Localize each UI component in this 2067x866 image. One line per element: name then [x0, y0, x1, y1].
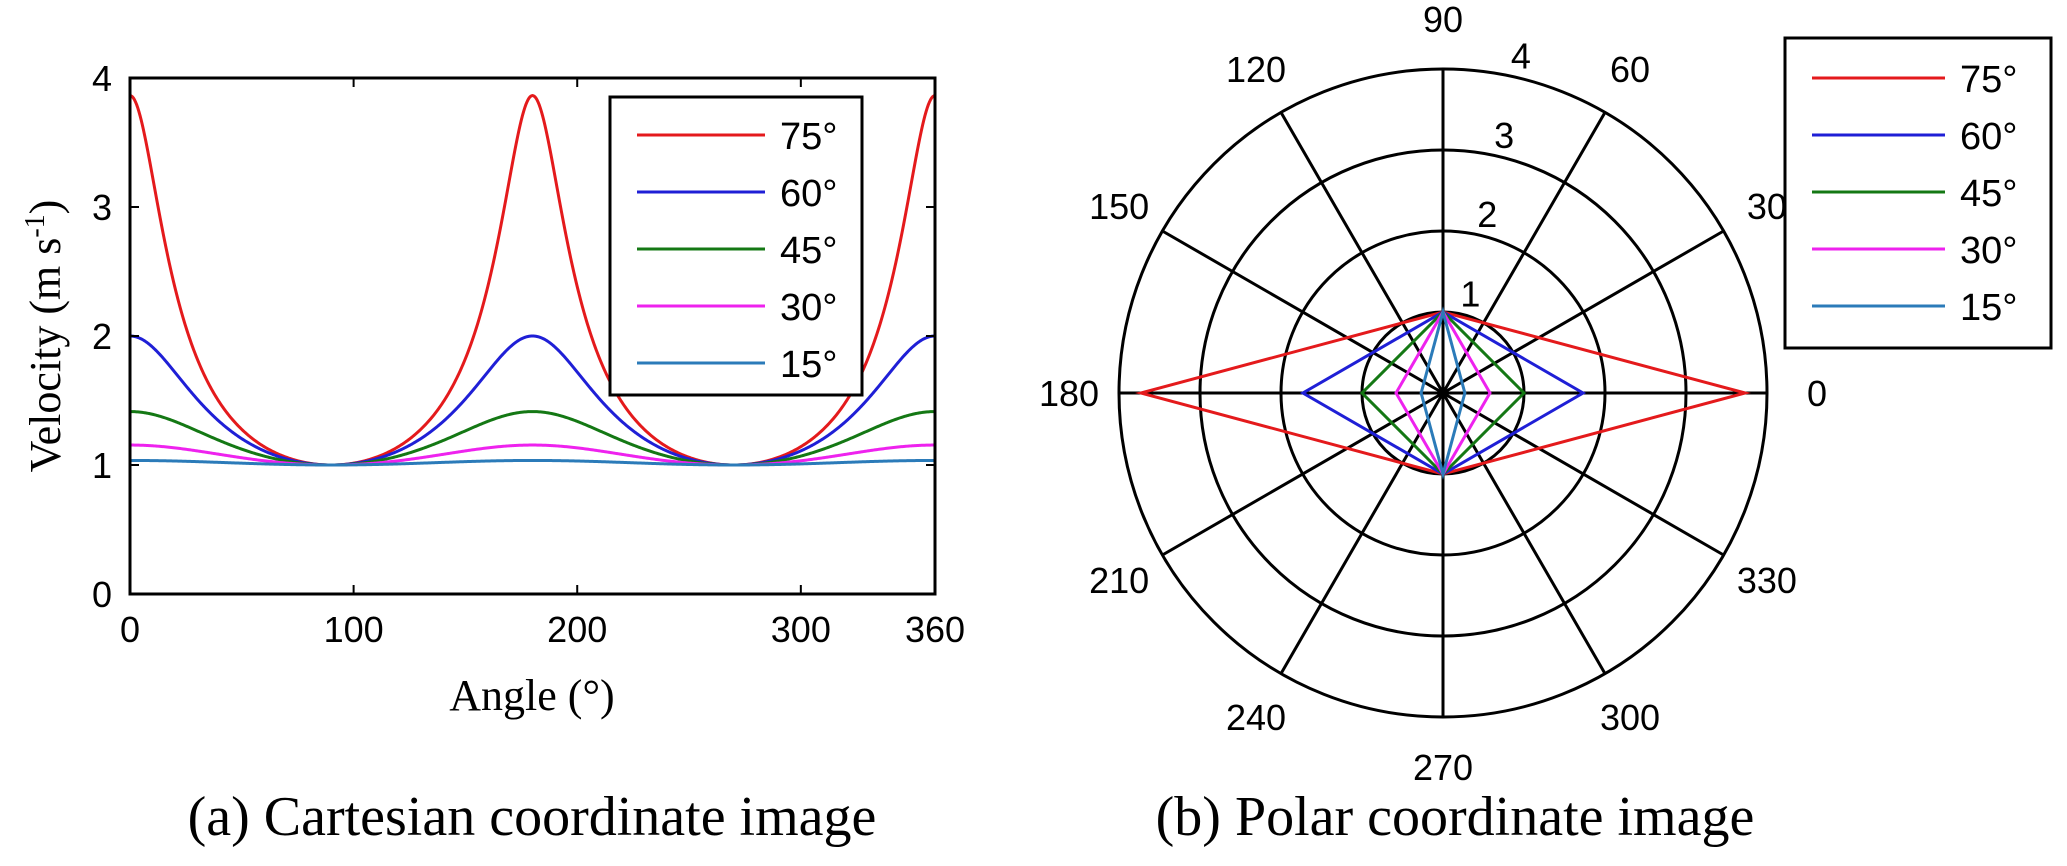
cartesian-series-group: [129, 94, 936, 467]
polar-angle-label-120: 120: [1226, 49, 1286, 90]
polar-radius-label-4: 4: [1511, 36, 1531, 77]
polar-angle-label-240: 240: [1226, 697, 1286, 738]
polar-series-30: [1394, 309, 1492, 477]
polar-legend-label-60: 60°: [1960, 116, 2017, 158]
legend-label-60: 60°: [780, 173, 837, 215]
polar-angle-label-180: 180: [1039, 373, 1099, 414]
polar-angle-label-300: 300: [1600, 697, 1660, 738]
x-tick-label-0: 0: [120, 609, 140, 650]
legend-label-15: 15°: [780, 344, 837, 386]
cartesian-chart: 0 100 200 300 360 0 1 2 3 4 Angle (°) Velocity (m…: [20, 58, 965, 848]
series-line-60: [129, 334, 936, 467]
series-line-45: [130, 410, 935, 467]
y-tick-label-0: 0: [92, 574, 112, 615]
cartesian-legend-box: [608, 95, 864, 397]
polar-ring-2: [1279, 229, 1607, 557]
polar-angle-label-60: 60: [1610, 49, 1650, 90]
polar-angle-label-30: 30: [1747, 186, 1787, 227]
polar-legend-label-75: 75°: [1960, 59, 2017, 101]
polar-angle-label-150: 150: [1089, 186, 1149, 227]
caption-a: (a) Cartesian coordinate image: [188, 786, 877, 848]
caption-b: (b) Polar coordinate image: [1156, 786, 1755, 848]
series-line-30: [129, 443, 936, 467]
polar-angle-label-210: 210: [1089, 560, 1149, 601]
cartesian-ticks: 0 100 200 300 360 0 1 2 3 4: [92, 58, 965, 650]
polar-grid: [1117, 67, 1769, 719]
polar-ring-4: [1117, 67, 1769, 719]
polar-series-60: [1299, 310, 1587, 476]
polar-radius-label-2: 2: [1477, 194, 1497, 235]
polar-angle-label-90: 90: [1423, 0, 1463, 40]
polar-angle-label-0: 0: [1807, 373, 1827, 414]
legend-label-75: 75°: [780, 116, 837, 158]
x-axis-label: Angle (°): [449, 671, 614, 720]
y-axis-label-close: ): [21, 200, 70, 215]
y-tick-label-1: 1: [92, 445, 112, 486]
x-tick-label-100: 100: [324, 609, 384, 650]
legend-label-30: 30°: [780, 287, 837, 329]
polar-series-15: [1419, 306, 1467, 480]
series-line-75: [129, 94, 936, 467]
y-tick-label-3: 3: [92, 187, 112, 228]
polar-angle-label-270: 270: [1413, 747, 1473, 788]
y-tick-label-2: 2: [92, 316, 112, 357]
y-axis-label-sup: -1: [20, 214, 51, 237]
polar-radius-label-1: 1: [1460, 273, 1480, 314]
x-tick-label-200: 200: [547, 609, 607, 650]
polar-legend-label-30: 30°: [1960, 230, 2017, 272]
polar-series-45: [1359, 309, 1527, 477]
x-tick-label-300: 300: [771, 609, 831, 650]
polar-chart: 0 30 60 90 120 150 180 210 240 270 300 330 1 2 3 4 75° 6…: [1039, 0, 2053, 848]
polar-series-group: [1135, 306, 1751, 480]
polar-series-75: [1135, 310, 1751, 476]
x-tick-label-360: 360: [905, 609, 965, 650]
polar-legend-label-15: 15°: [1960, 287, 2017, 329]
polar-legend-label-45: 45°: [1960, 173, 2017, 215]
cartesian-legend: 75° 60° 45° 30° 15°: [608, 95, 864, 397]
y-axis-label-main: Velocity (m s: [21, 238, 70, 473]
y-axis-label: Velocity (m s-1): [20, 200, 70, 473]
legend-label-45: 45°: [780, 230, 837, 272]
polar-ring-3: [1198, 148, 1688, 638]
polar-labels: 0 30 60 90 120 150 180 210 240 270 300 330 1 2 3 4: [1039, 0, 1827, 788]
polar-legend: 75° 60° 45° 30° 15°: [1783, 36, 2053, 350]
polar-radius-label-3: 3: [1494, 115, 1514, 156]
polar-angle-label-330: 330: [1737, 560, 1797, 601]
series-line-15: [130, 458, 935, 467]
y-tick-label-4: 4: [92, 58, 112, 99]
